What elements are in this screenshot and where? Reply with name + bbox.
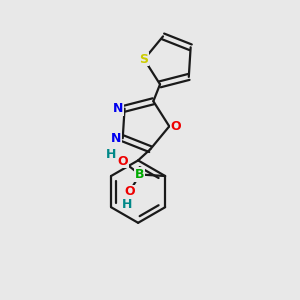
Text: O: O <box>170 120 181 133</box>
Text: S: S <box>140 53 148 66</box>
Text: O: O <box>124 185 135 198</box>
Text: H: H <box>106 148 116 161</box>
Text: N: N <box>111 132 122 145</box>
Text: B: B <box>135 168 145 181</box>
Text: O: O <box>117 154 128 168</box>
Text: N: N <box>113 102 123 115</box>
Text: H: H <box>122 198 132 211</box>
